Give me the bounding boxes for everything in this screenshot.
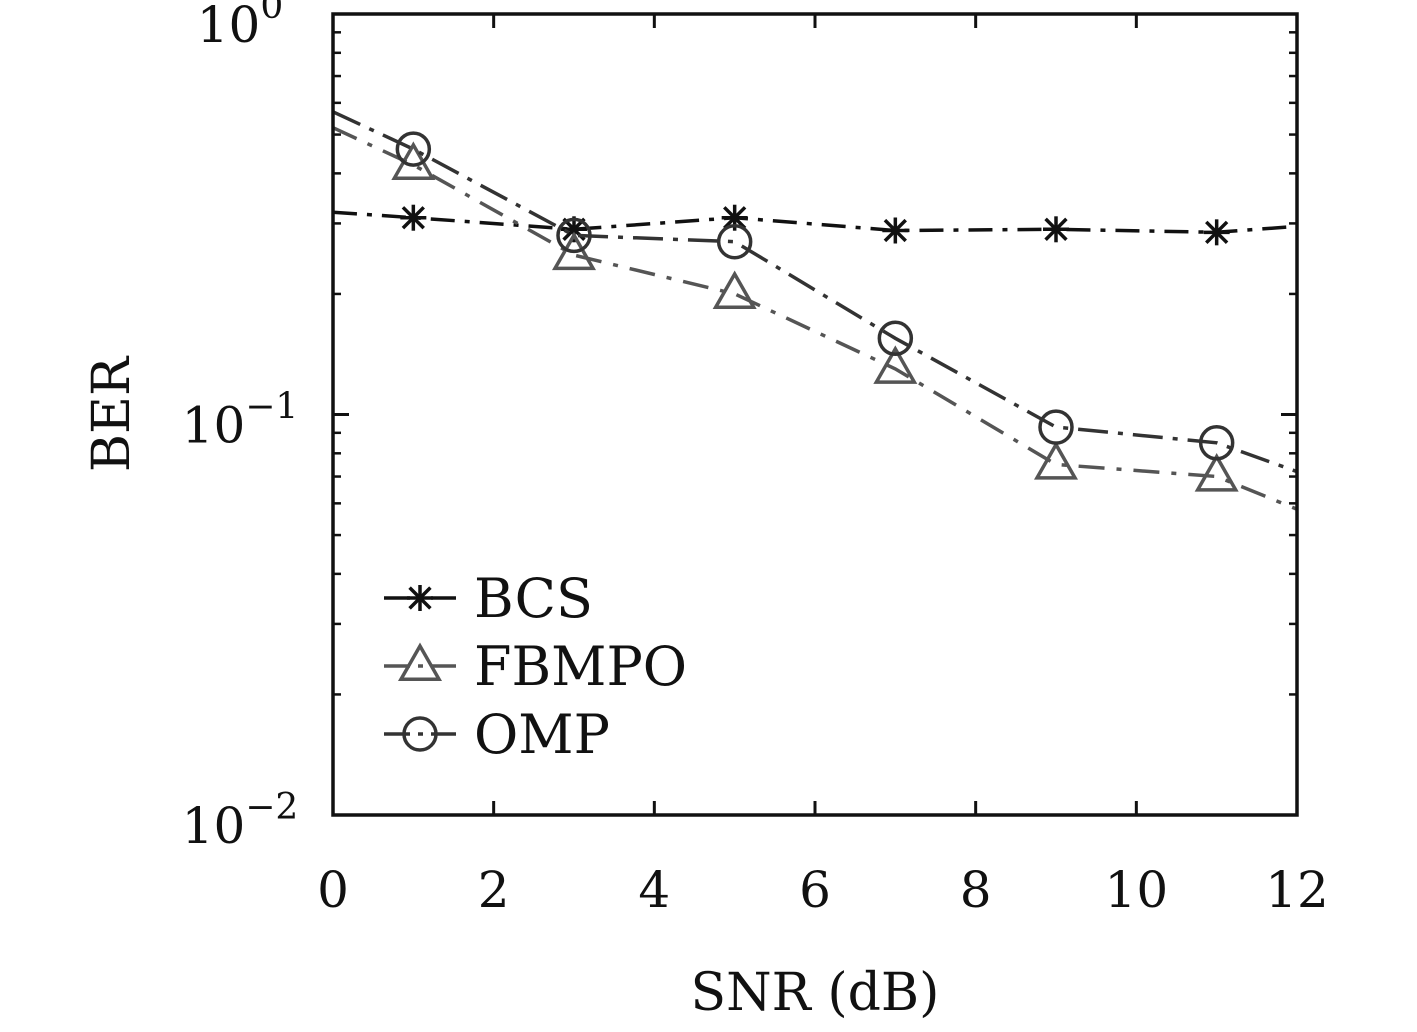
data-point-omp bbox=[1038, 409, 1074, 445]
legend-label-bcs: BCS bbox=[474, 567, 593, 630]
x-tick-label: 8 bbox=[960, 861, 992, 919]
legend-marker-omp bbox=[402, 716, 438, 752]
data-point-fbmpo bbox=[551, 231, 597, 271]
axis-ticks bbox=[331, 12, 1299, 817]
y-tick-labels: 100 10−1 10−2 bbox=[182, 0, 299, 855]
x-tick-label: 0 bbox=[317, 861, 349, 919]
data-point-fbmpo bbox=[712, 270, 757, 309]
x-tick-label: 6 bbox=[799, 861, 831, 919]
data-point-fbmpo bbox=[391, 141, 436, 180]
legend-label-omp: OMP bbox=[474, 703, 610, 766]
series-line-bcs bbox=[332, 210, 1298, 235]
data-point-bcs bbox=[400, 204, 427, 231]
legend-label-fbmpo: FBMPO bbox=[474, 635, 687, 698]
data-point-omp bbox=[1198, 425, 1235, 461]
x-tick-label: 4 bbox=[638, 861, 670, 919]
data-point-fbmpo bbox=[1194, 453, 1239, 492]
data-point-omp bbox=[716, 223, 753, 260]
series-line-fbmpo bbox=[332, 126, 1298, 511]
y-tick-label: 10−1 bbox=[182, 387, 299, 455]
data-point-bcs bbox=[1203, 219, 1230, 246]
y-axis-title: BER bbox=[82, 355, 142, 472]
legend-marker-fbmpo bbox=[397, 642, 443, 682]
plot-area bbox=[332, 110, 1298, 511]
data-point-bcs bbox=[1043, 216, 1069, 243]
x-tick-label: 2 bbox=[478, 861, 510, 919]
x-tick-label: 10 bbox=[1105, 861, 1169, 919]
data-point-omp bbox=[556, 217, 592, 254]
data-point-omp bbox=[877, 320, 914, 357]
legend-marker-bcs bbox=[407, 585, 433, 611]
y-tick-label: 100 bbox=[197, 0, 284, 54]
y-tick-label: 10−2 bbox=[182, 787, 299, 855]
x-tick-labels: 0 2 4 6 8 10 12 bbox=[317, 861, 1329, 919]
data-point-fbmpo bbox=[1033, 441, 1079, 480]
data-point-omp bbox=[395, 131, 432, 167]
x-tick-label: 12 bbox=[1265, 861, 1329, 919]
series-line-omp bbox=[332, 110, 1298, 474]
x-axis-title: SNR (dB) bbox=[691, 963, 940, 1023]
data-point-bcs bbox=[882, 217, 909, 244]
data-point-fbmpo bbox=[873, 345, 918, 384]
